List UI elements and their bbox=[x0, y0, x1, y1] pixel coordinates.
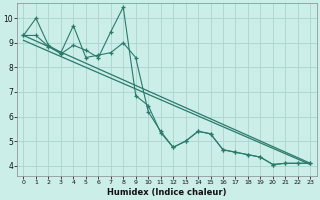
X-axis label: Humidex (Indice chaleur): Humidex (Indice chaleur) bbox=[107, 188, 227, 197]
